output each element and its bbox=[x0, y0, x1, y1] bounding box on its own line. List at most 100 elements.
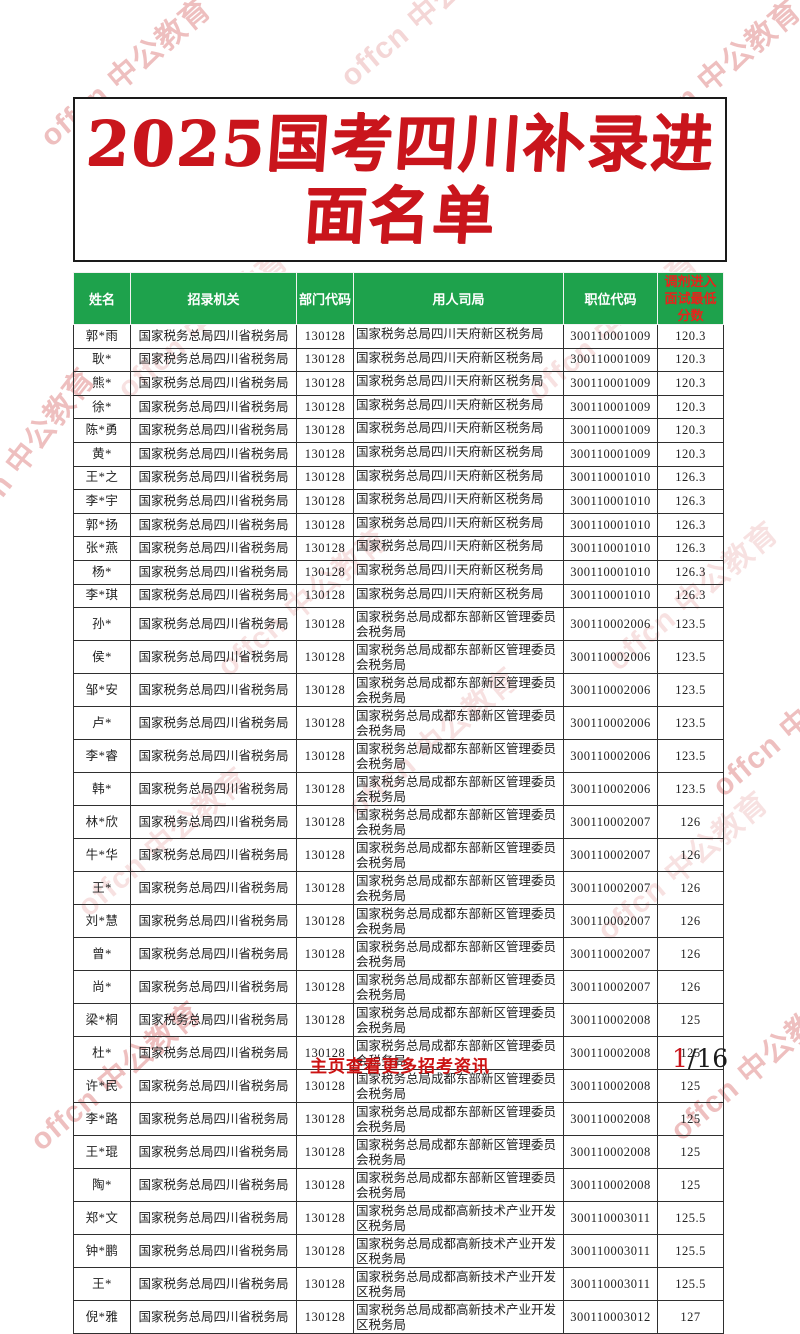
data-table: 姓名 招录机关 部门代码 用人司局 职位代码 调剂进入面试最低分数 郭*雨 国家税… bbox=[73, 272, 724, 1334]
table-row: 侯* 国家税务总局四川省税务局 130128 国家税务总局成都东部新区管理委员会税务局… bbox=[73, 640, 724, 675]
table-cell: 国家税务总局四川天府新区税务局 bbox=[353, 441, 564, 467]
table-cell: 125 bbox=[657, 1102, 724, 1137]
table-row: 刘*慧 国家税务总局四川省税务局 130128 国家税务总局成都东部新区管理委员会税务… bbox=[73, 904, 724, 939]
table-cell: 国家税务总局四川省税务局 bbox=[130, 418, 297, 443]
table-cell: 126 bbox=[657, 838, 724, 873]
table-cell: 尚* bbox=[73, 970, 131, 1005]
table-cell: 130128 bbox=[296, 1267, 354, 1302]
table-cell: 300110001010 bbox=[563, 536, 658, 561]
page-title-line-2: 面名单 bbox=[301, 178, 499, 252]
table-cell: 徐* bbox=[73, 394, 131, 420]
column-header-name: 姓名 bbox=[73, 272, 131, 325]
table-row: 郭*雨 国家税务总局四川省税务局 130128 国家税务总局四川天府新区税务局 3001… bbox=[73, 324, 724, 349]
table-cell: 126.3 bbox=[657, 512, 724, 538]
table-cell: 130128 bbox=[296, 739, 354, 774]
table-cell: 130128 bbox=[296, 394, 354, 420]
table-cell: 王* bbox=[73, 1267, 131, 1302]
table-cell: 国家税务总局四川省税务局 bbox=[130, 347, 297, 373]
table-cell: 国家税务总局成都东部新区管理委员会税务局 bbox=[353, 937, 564, 972]
table-cell: 125 bbox=[657, 1003, 724, 1038]
table-cell: 130128 bbox=[296, 937, 354, 972]
table-cell: 陶* bbox=[73, 1168, 131, 1203]
table-cell: 林*欣 bbox=[73, 805, 131, 840]
table-cell: 李*宇 bbox=[73, 489, 131, 514]
table-cell: 倪*雅 bbox=[73, 1300, 131, 1334]
table-cell: 钟*鹏 bbox=[73, 1234, 131, 1269]
table-cell: 国家税务总局四川天府新区税务局 bbox=[353, 394, 564, 420]
table-cell: 120.3 bbox=[657, 394, 724, 420]
table-cell: 123.5 bbox=[657, 772, 724, 807]
table-row: 钟*鹏 国家税务总局四川省税务局 130128 国家税务总局成都高新技术产业开发区税务… bbox=[73, 1234, 724, 1269]
table-cell: 300110002007 bbox=[563, 970, 658, 1005]
table-cell: 300110001010 bbox=[563, 583, 658, 609]
table-cell: 130128 bbox=[296, 1300, 354, 1334]
table-cell: 130128 bbox=[296, 583, 354, 609]
table-row: 徐* 国家税务总局四川省税务局 130128 国家税务总局四川天府新区税务局 30011… bbox=[73, 394, 724, 420]
table-cell: 国家税务总局四川省税务局 bbox=[130, 512, 297, 538]
table-cell: 126 bbox=[657, 805, 724, 840]
table-cell: 130128 bbox=[296, 772, 354, 807]
table-row: 杜* 国家税务总局四川省税务局 130128 国家税务总局成都东部新区管理委员会税务局… bbox=[73, 1036, 724, 1071]
table-cell: 国家税务总局四川天府新区税务局 bbox=[353, 418, 564, 443]
table-cell: 300110003011 bbox=[563, 1201, 658, 1236]
table-cell: 国家税务总局四川省税务局 bbox=[130, 838, 297, 873]
table-cell: 耿* bbox=[73, 347, 131, 373]
table-row: 李*琪 国家税务总局四川省税务局 130128 国家税务总局四川天府新区税务局 3001… bbox=[73, 583, 724, 609]
table-row: 张*燕 国家税务总局四川省税务局 130128 国家税务总局四川天府新区税务局 3001… bbox=[73, 536, 724, 561]
table-cell: 130128 bbox=[296, 324, 354, 349]
table-cell: 300110001010 bbox=[563, 512, 658, 538]
table-cell: 黄* bbox=[73, 441, 131, 467]
table-cell: 127 bbox=[657, 1300, 724, 1334]
table-cell: 国家税务总局四川天府新区税务局 bbox=[353, 583, 564, 609]
table-cell: 王* bbox=[73, 871, 131, 906]
table-cell: 300110001010 bbox=[563, 489, 658, 514]
table-cell: 130128 bbox=[296, 706, 354, 741]
table-cell: 300110002007 bbox=[563, 871, 658, 906]
table-cell: 国家税务总局四川省税务局 bbox=[130, 489, 297, 514]
page-number-current: 1 bbox=[672, 1044, 688, 1073]
table-cell: 125 bbox=[657, 1135, 724, 1170]
table-cell: 邹*安 bbox=[73, 673, 131, 708]
table-cell: 国家税务总局四川省税务局 bbox=[130, 1267, 297, 1302]
table-cell: 牛*华 bbox=[73, 838, 131, 873]
table-cell: 130128 bbox=[296, 1003, 354, 1038]
table-cell: 300110002008 bbox=[563, 1036, 658, 1071]
table-row: 杨* 国家税务总局四川省税务局 130128 国家税务总局四川天府新区税务局 30011… bbox=[73, 559, 724, 585]
table-cell: 国家税务总局成都东部新区管理委员会税务局 bbox=[353, 904, 564, 939]
table-row: 许*民 国家税务总局四川省税务局 130128 国家税务总局成都东部新区管理委员会税务… bbox=[73, 1069, 724, 1104]
table-cell: 130128 bbox=[296, 559, 354, 585]
table-cell: 130128 bbox=[296, 1135, 354, 1170]
table-cell: 许*民 bbox=[73, 1069, 131, 1104]
table-row: 孙* 国家税务总局四川省税务局 130128 国家税务总局成都东部新区管理委员会税务局… bbox=[73, 607, 724, 642]
table-cell: 孙* bbox=[73, 607, 131, 642]
table-cell: 国家税务总局四川省税务局 bbox=[130, 583, 297, 609]
table-cell: 300110001009 bbox=[563, 324, 658, 349]
table-cell: 侯* bbox=[73, 640, 131, 675]
table-cell: 130128 bbox=[296, 1168, 354, 1203]
table-cell: 国家税务总局四川省税务局 bbox=[130, 904, 297, 939]
table-cell: 卢* bbox=[73, 706, 131, 741]
table-cell: 李*睿 bbox=[73, 739, 131, 774]
table-cell: 曾* bbox=[73, 937, 131, 972]
table-cell: 陈*勇 bbox=[73, 418, 131, 443]
table-cell: 130128 bbox=[296, 871, 354, 906]
table-cell: 国家税务总局四川省税务局 bbox=[130, 805, 297, 840]
table-cell: 130128 bbox=[296, 371, 354, 396]
table-cell: 国家税务总局四川省税务局 bbox=[130, 441, 297, 467]
table-cell: 300110002007 bbox=[563, 904, 658, 939]
table-row: 熊* 国家税务总局四川省税务局 130128 国家税务总局四川天府新区税务局 30011… bbox=[73, 371, 724, 396]
table-cell: 300110002008 bbox=[563, 1102, 658, 1137]
table-cell: 300110002006 bbox=[563, 640, 658, 675]
table-row: 李*路 国家税务总局四川省税务局 130128 国家税务总局成都东部新区管理委员会税务… bbox=[73, 1102, 724, 1137]
table-cell: 国家税务总局四川省税务局 bbox=[130, 394, 297, 420]
table-cell: 130128 bbox=[296, 673, 354, 708]
table-cell: 123.5 bbox=[657, 673, 724, 708]
table-cell: 300110003012 bbox=[563, 1300, 658, 1334]
table-cell: 国家税务总局四川省税务局 bbox=[130, 673, 297, 708]
header-row: 姓名 招录机关 部门代码 用人司局 职位代码 调剂进入面试最低分数 bbox=[73, 272, 724, 325]
table-row: 李*睿 国家税务总局四川省税务局 130128 国家税务总局成都东部新区管理委员会税务… bbox=[73, 739, 724, 774]
table-cell: 王*琨 bbox=[73, 1135, 131, 1170]
table-cell: 123.5 bbox=[657, 706, 724, 741]
table-cell: 120.3 bbox=[657, 418, 724, 443]
table-header: 姓名 招录机关 部门代码 用人司局 职位代码 调剂进入面试最低分数 bbox=[73, 272, 724, 325]
